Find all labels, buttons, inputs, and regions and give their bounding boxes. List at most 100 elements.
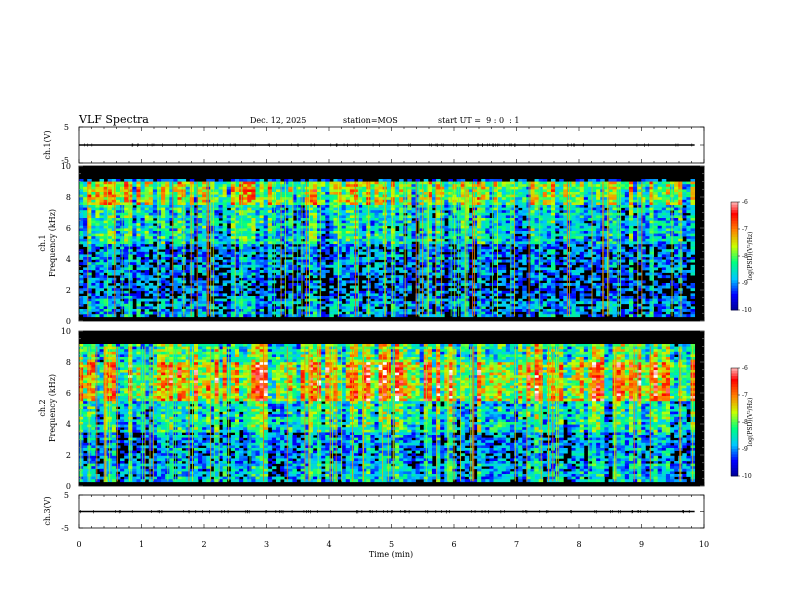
ch1-spectrogram-cell [304, 199, 310, 203]
ch1-spectrogram-cell [99, 212, 105, 216]
ch1-spectrogram-cell [189, 179, 195, 182]
ch1-spectrogram-cell [263, 301, 269, 305]
ch1-spectrogram-cell [349, 298, 355, 302]
ch1-spectrogram-cell [518, 228, 523, 232]
ch1-spectrogram-cell [481, 236, 486, 240]
ch1-spectrogram-cell [214, 205, 219, 208]
ch1-spectrogram-cell [345, 186, 351, 190]
ch1-spectrogram-cell [103, 267, 109, 271]
ch1-spectrogram-cell [329, 186, 334, 190]
ch1-spectrogram-cell [423, 272, 429, 276]
ch1-spectrogram-cell [111, 272, 117, 276]
ch1-spectrogram-cell [341, 184, 347, 188]
ch1-spectrogram-cell [132, 231, 137, 234]
ch1-spectrogram-cell [128, 202, 133, 206]
ch1-spectrogram-cell [345, 298, 351, 302]
ch1-spectrogram-cell [284, 238, 289, 242]
ch1-spectrogram-cell [522, 192, 527, 195]
ch1-spectrogram-cell [395, 311, 400, 315]
ch1-spectrogram-cell [370, 241, 375, 245]
ch1-spectrogram-cell [165, 251, 170, 255]
ch1-spectrogram-cell [284, 181, 289, 185]
ch1-spectrogram-cell [144, 210, 150, 214]
ch1-spectrogram-cell [128, 270, 133, 273]
ch1-spectrogram-cell [312, 223, 318, 227]
ch1-spectrogram-cell [448, 205, 453, 208]
ch1-spectrogram-cell [407, 277, 412, 281]
ch1-spectrogram-cell [103, 296, 109, 299]
ch1-spectrogram-cell [468, 275, 474, 279]
ch1-spectrogram-cell [399, 236, 404, 240]
ch1-spectrogram-cell [374, 244, 379, 247]
ch1-spectrogram-cell [198, 194, 203, 198]
ch1-spectrogram-cell [79, 199, 84, 203]
ch1-spectrogram-cell [161, 296, 166, 299]
ch1-spectrogram-cell [362, 192, 367, 195]
ch1-spectrogram-cell [522, 184, 527, 188]
ch1-spectrogram-cell [481, 251, 486, 255]
ch1-spectrogram-cell [468, 290, 474, 294]
ch1-spectrogram-cell [460, 220, 466, 224]
ch1-spectrogram-cell [79, 296, 84, 299]
ch1-spectrogram-cell [218, 272, 224, 276]
ch1-spectrogram-cell [230, 207, 236, 211]
ch1-spectrogram-cell [378, 233, 384, 237]
ch1-spectrogram-cell [489, 257, 494, 260]
ch1-spectrogram-cell [321, 192, 326, 195]
ch1-spectrogram-cell [156, 236, 162, 240]
ch1-spectrogram-cell [423, 251, 429, 255]
ch1-spectrogram-cell [390, 303, 396, 307]
ch1-spectrogram-cell [296, 212, 302, 216]
ch1-spectrogram-cell [210, 186, 215, 190]
ch1-spectrogram-cell [444, 228, 449, 232]
ch1-spectrogram-cell [337, 272, 343, 276]
ch1-voltage-ylabel: ch.1(V) [43, 130, 52, 159]
ch1-spectrogram-cell [226, 264, 232, 268]
ch1-spectrogram-cell [317, 212, 322, 216]
ch1-spectrogram-cell [308, 259, 314, 263]
ch1-spectrogram-cell [501, 205, 507, 208]
ch1-spectrogram-cell [407, 199, 412, 203]
ch1-spectrogram-cell [103, 311, 109, 315]
ch1-spectrogram-cell [95, 233, 100, 237]
ch1-spectrogram-cell [440, 249, 445, 253]
ch1-spectrogram-cell [353, 225, 359, 229]
ch1-spectrogram-cell [448, 246, 453, 250]
ch1-spectrogram-cell [144, 218, 150, 221]
ch1-spectrogram-cell [407, 218, 412, 221]
ch1-spectrogram-cell [144, 199, 150, 203]
ch1-spectrogram-cell [497, 223, 503, 227]
ch1-spectrogram-cell [436, 301, 441, 305]
ch1-spectrogram-cell [198, 244, 203, 247]
ch1-spectrogram-cell [431, 189, 437, 193]
ch1-spectrogram-cell [115, 228, 121, 232]
ch1-spectrogram-cell [161, 241, 166, 245]
ch1-spectrogram-cell [173, 194, 178, 198]
ch1-spectrogram-cell [509, 272, 515, 276]
ch1-spectrogram-cell [333, 270, 338, 273]
ch1-spectrogram-cell [345, 231, 351, 234]
ch1-spectrogram-cell [111, 270, 117, 273]
ch1-spectrogram-cell [427, 236, 433, 240]
ch1-spectrogram-cell [317, 311, 322, 315]
ch1-spectrogram-cell [390, 298, 396, 302]
ch1-spectrogram-cell [136, 179, 141, 182]
ch1-spectrogram-cell [431, 199, 437, 203]
ch1-spectrogram-cell [353, 189, 359, 193]
ch1-spectrogram-cell [415, 309, 421, 312]
ch1-spectrogram-cell [107, 311, 113, 315]
ch1-spectrogram-cell [468, 309, 474, 312]
ch1-spectrogram-cell [399, 218, 404, 221]
ch1-spectrogram-cell [518, 309, 523, 312]
ch1-spectrogram-cell [333, 218, 338, 221]
ch1-spectrogram-cell [87, 259, 92, 263]
ch1-spectrogram-cell [99, 228, 105, 232]
ch1-spectrogram-cell [267, 223, 273, 227]
ch1-spectrogram-cell [251, 233, 256, 237]
ch1-spectrogram-cell [448, 202, 453, 206]
ch1-spectrogram-cell [304, 238, 310, 242]
ch1-spectrogram-cell [349, 220, 355, 224]
ch1-spectrogram-cell [284, 228, 289, 232]
ch1-spectrogram-cell [259, 298, 265, 302]
ch1-spectrogram-cell [501, 181, 507, 185]
